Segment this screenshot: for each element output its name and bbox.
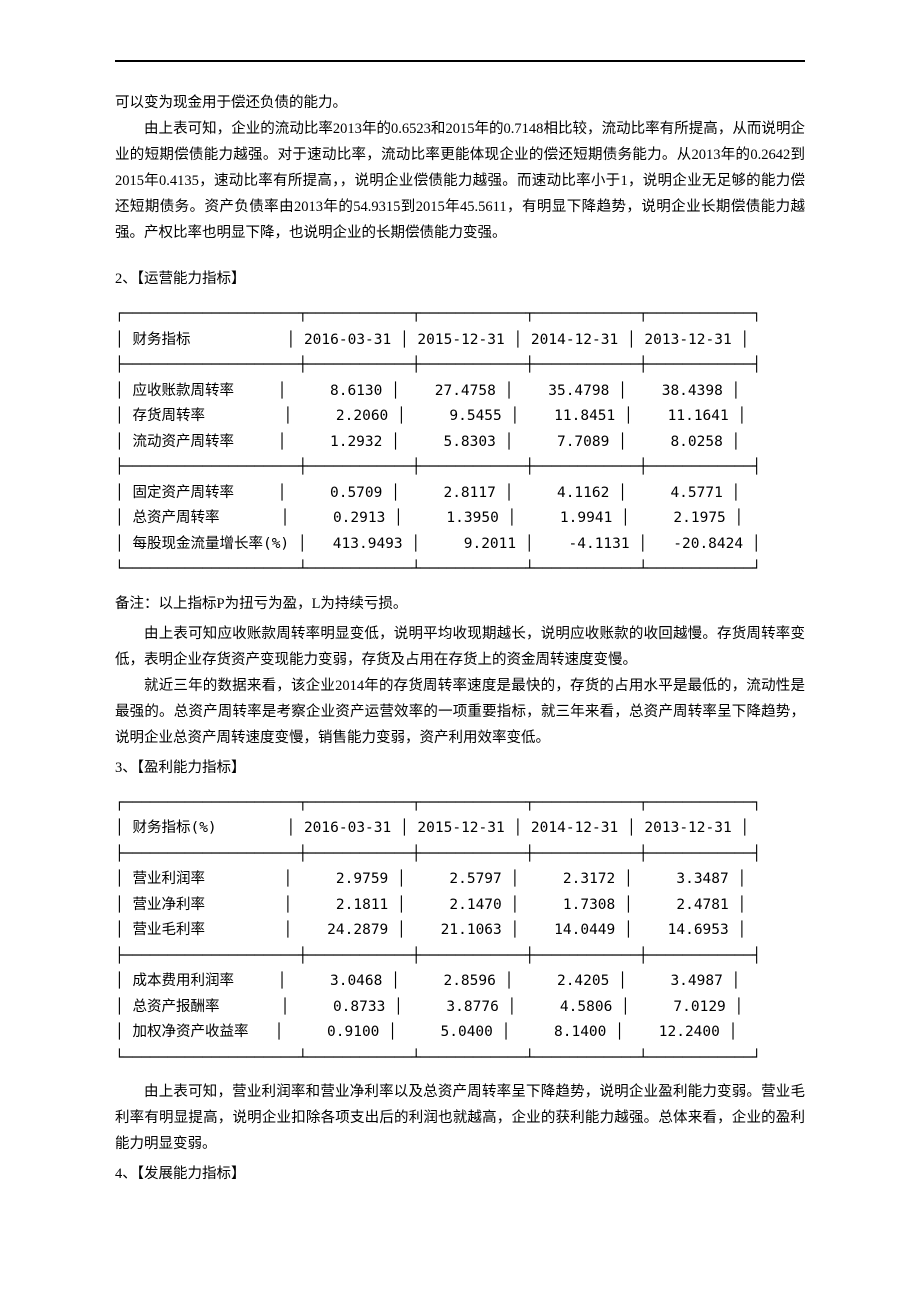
paragraph-4: 就近三年的数据来看，该企业2014年的存货周转率速度是最快的，存货的占用水平是最… [115, 673, 805, 751]
section-heading-2: 2、【运营能力指标】 [115, 266, 805, 292]
ascii-table-operating: ┌────────────────────┬────────────┬─────… [115, 302, 805, 583]
paragraph-1: 由上表可知，企业的流动比率2013年的0.6523和2015年的0.7148相比… [115, 116, 805, 246]
paragraph-0: 可以变为现金用于偿还负债的能力。 [115, 90, 805, 116]
paragraph-5: 由上表可知，营业利润率和营业净利率以及总资产周转率呈下降趋势，说明企业盈利能力变… [115, 1079, 805, 1157]
paragraph-3: 由上表可知应收账款周转率明显变低，说明平均收现期越长，说明应收账款的收回越慢。存… [115, 621, 805, 673]
header-rule [115, 60, 805, 62]
section-heading-4: 4、【发展能力指标】 [115, 1161, 805, 1187]
section-heading-3: 3、【盈利能力指标】 [115, 755, 805, 781]
table-note: 备注：以上指标P为扭亏为盈，L为持续亏损。 [115, 591, 805, 617]
ascii-table-profit: ┌────────────────────┬────────────┬─────… [115, 791, 805, 1072]
